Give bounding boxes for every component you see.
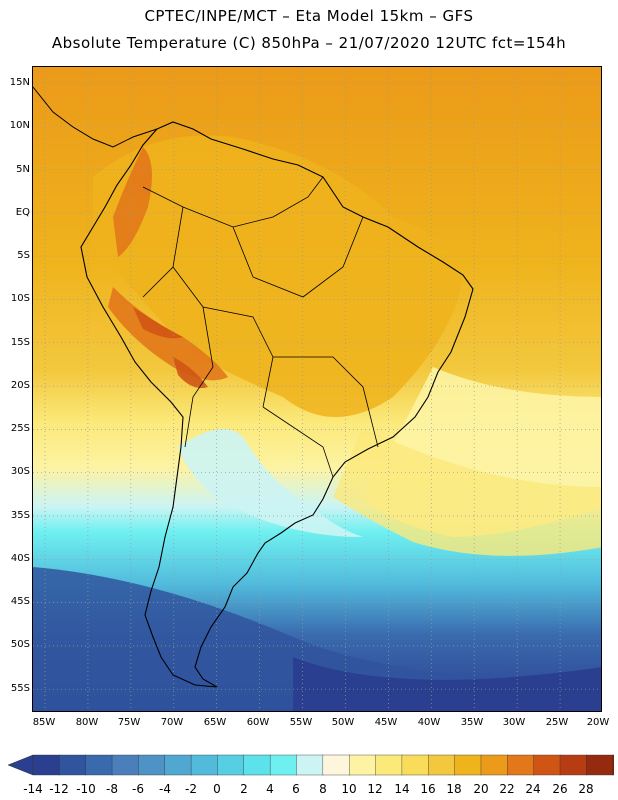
colorbar-label: 20 (473, 782, 489, 796)
lon-label-30w: 30W (502, 717, 526, 728)
colorbar-swatch (190, 754, 219, 776)
colorbar-label: -6 (132, 782, 144, 796)
colorbar-label: 12 (367, 782, 383, 796)
lon-label-55w: 55W (289, 717, 313, 728)
lat-label-5s: 5S (17, 250, 30, 261)
map-frame (32, 66, 602, 712)
south-america-coastline (80, 121, 474, 688)
lat-label-15s: 15S (10, 337, 30, 348)
colorbar-swatch (480, 754, 509, 776)
colorbar-swatch (243, 754, 271, 776)
colorbar-swatch (164, 754, 192, 776)
lon-label-40w: 40W (417, 717, 441, 728)
colorbar-label: 22 (499, 782, 515, 796)
cold-south-pacific (33, 567, 601, 711)
andes-hot-peru (133, 307, 183, 339)
lat-label-15n: 15N (9, 77, 30, 88)
lat-label-35s: 35S (10, 510, 30, 521)
lat-label-20s: 20S (10, 380, 30, 391)
lat-label-10s: 10S (10, 293, 30, 304)
andes-warm-north (113, 147, 152, 257)
lon-label-50w: 50W (331, 717, 355, 728)
lat-label-25s: 25S (10, 423, 30, 434)
lon-label-35w: 35W (460, 717, 484, 728)
colorbar-label: -4 (159, 782, 171, 796)
colorbar-label: -12 (49, 782, 69, 796)
colorbar-label: 2 (240, 782, 248, 796)
cold-air-wedge (178, 429, 363, 537)
colorbar-label: 10 (341, 782, 357, 796)
colorbar-swatch (296, 754, 324, 776)
lon-label-85w: 85W (32, 717, 56, 728)
colorbar-under-arrow (8, 754, 34, 776)
lon-label-75w: 75W (117, 717, 141, 728)
colorbar-label: -8 (106, 782, 118, 796)
lat-label-50s: 50S (10, 639, 30, 650)
colorbar-swatch (138, 754, 166, 776)
map-title: CPTEC/INPE/MCT – Eta Model 15km – GFS (144, 7, 474, 25)
lon-label-25w: 25W (545, 717, 569, 728)
lat-label-40s: 40S (10, 553, 30, 564)
colorbar-swatch (507, 754, 535, 776)
lat-label-30s: 30S (10, 466, 30, 477)
colorbar-swatch (428, 754, 456, 776)
colorbar-label: 14 (394, 782, 410, 796)
colorbar-label: 24 (525, 782, 541, 796)
colorbar-swatch (32, 754, 61, 776)
colorbar-label: 16 (420, 782, 436, 796)
colorbar-swatch (349, 754, 377, 776)
colorbar-label: 8 (319, 782, 327, 796)
lat-label-5n: 5N (16, 164, 30, 175)
colorbar-swatch (559, 754, 588, 776)
colorbar-swatch (111, 754, 140, 776)
lon-label-80w: 80W (75, 717, 99, 728)
colorbar-label: -14 (23, 782, 43, 796)
lon-label-60w: 60W (246, 717, 270, 728)
lon-label-65w: 65W (203, 717, 227, 728)
lat-label-eq: EQ (15, 207, 30, 218)
warm-atlantic-band (333, 427, 601, 556)
country-borders (142, 176, 379, 478)
colorbar-swatch (375, 754, 403, 776)
colorbar-swatch (586, 754, 614, 776)
colorbar-swatch (217, 754, 245, 776)
colorbar-swatch (59, 754, 87, 776)
map-subtitle: Absolute Temperature (C) 850hPa – 21/07/… (51, 34, 567, 52)
colorbar-swatch (454, 754, 482, 776)
colorbar-swatch (322, 754, 350, 776)
temperature-map (33, 67, 601, 711)
colorbar-label: 4 (266, 782, 274, 796)
colorbar-swatch (612, 754, 614, 776)
lon-label-45w: 45W (374, 717, 398, 728)
colorbar-swatch (269, 754, 298, 776)
colorbar-swatch (401, 754, 429, 776)
lat-label-55s: 55S (10, 683, 30, 694)
lat-label-45s: 45S (10, 596, 30, 607)
colorbar-label: 0 (213, 782, 221, 796)
central-america-coast (33, 86, 158, 148)
lon-label-20w: 20W (586, 717, 610, 728)
map-gridlines (33, 67, 601, 711)
colorbar-label: -10 (76, 782, 96, 796)
bolivia-warm (173, 357, 208, 389)
colorbar-label: 26 (552, 782, 568, 796)
lon-label-70w: 70W (160, 717, 184, 728)
cold-south-atlantic (293, 657, 601, 711)
colorbar-label: 28 (578, 782, 594, 796)
colorbar-label: -2 (185, 782, 197, 796)
colorbar-swatch (533, 754, 561, 776)
temperature-colorbar (8, 754, 614, 776)
colorbar-label: 6 (292, 782, 300, 796)
lat-label-10n: 10N (9, 120, 30, 131)
colorbar-label: 18 (446, 782, 462, 796)
colorbar-swatch (85, 754, 113, 776)
